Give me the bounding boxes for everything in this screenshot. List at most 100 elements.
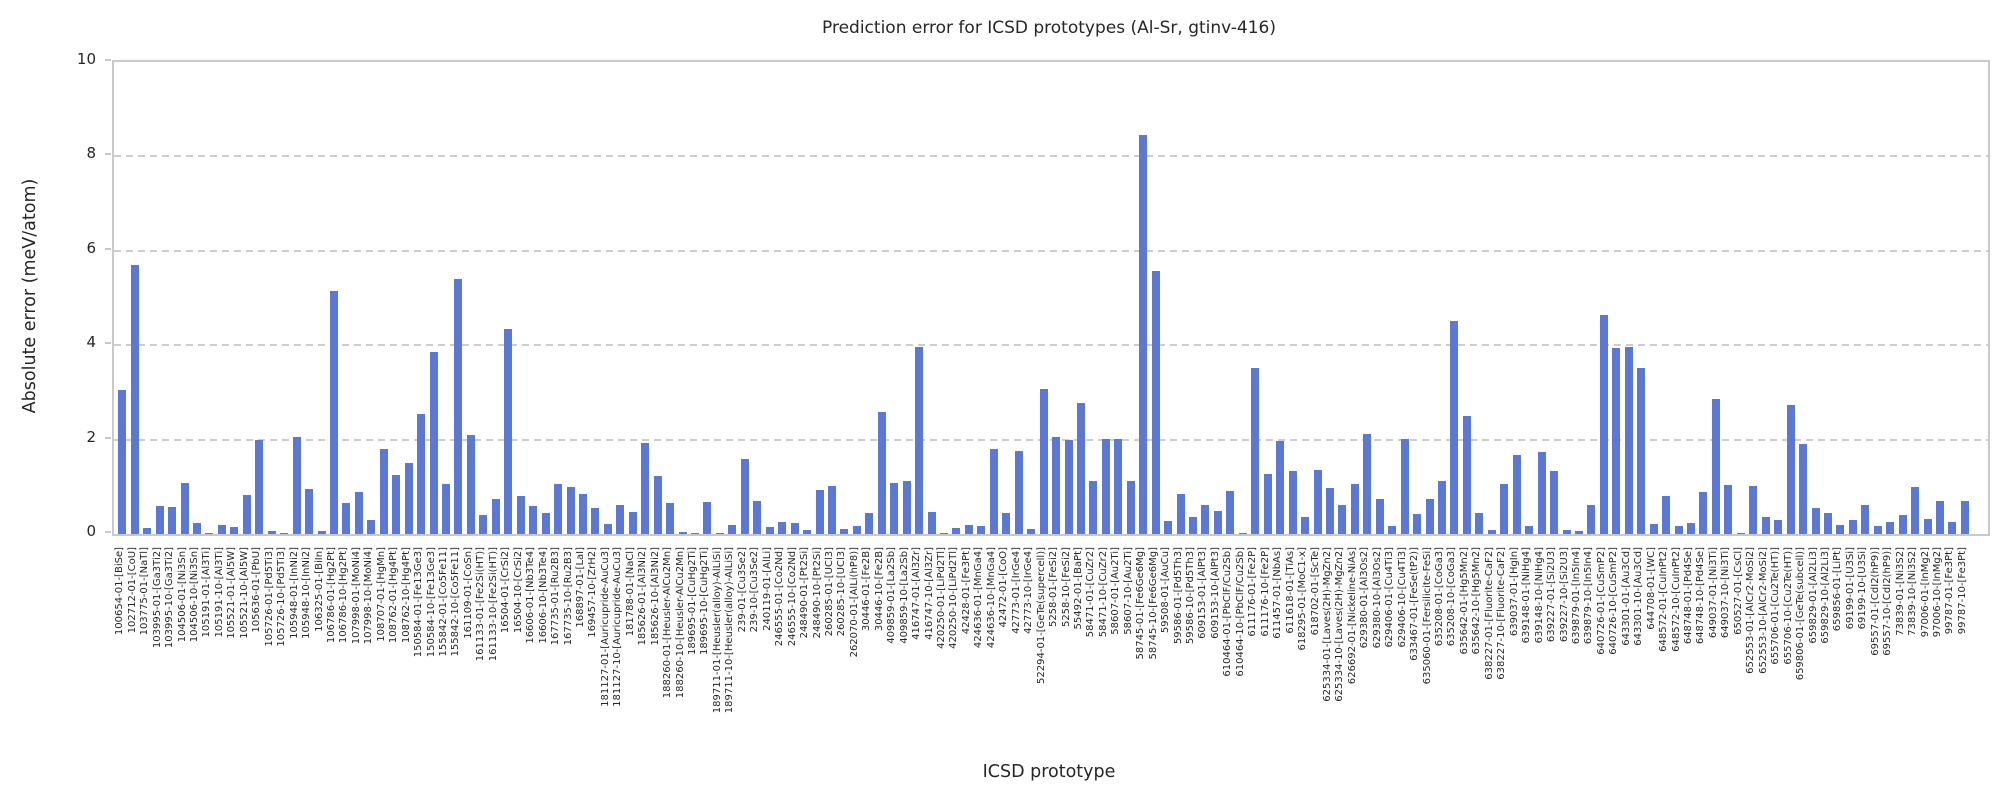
- bar: [541, 513, 550, 534]
- y-tick-mark: [105, 531, 111, 533]
- bar: [193, 523, 201, 534]
- bar: [1101, 439, 1110, 534]
- bar: [1027, 529, 1036, 534]
- x-tick-label: 409859-10-[La2Sb]: [898, 547, 910, 644]
- x-tick-label: 161109-01-[CoSn]: [462, 547, 474, 639]
- bar: [454, 279, 463, 534]
- x-tick-label: 239-10-[Cu3Se2]: [749, 547, 761, 633]
- x-tick-label: 188260-10-[Heusler-AlCu2Mn]: [674, 547, 686, 699]
- bar: [1487, 530, 1496, 534]
- bar: [1438, 481, 1446, 534]
- bar: [603, 524, 612, 534]
- bar: [1724, 485, 1733, 534]
- x-tick-label: 97006-10-[InMg2]: [1932, 547, 1943, 638]
- bar: [1960, 501, 1969, 534]
- bar: [728, 525, 737, 534]
- y-tick-label: 10: [76, 50, 96, 68]
- bar: [1687, 523, 1695, 534]
- bar: [143, 528, 152, 534]
- x-tick-label: 629380-10-[Al3Os2]: [1371, 547, 1383, 649]
- x-tick-label: 58745-01-[Fe6Ge6Mg]: [1135, 547, 1147, 660]
- x-tick-label: 108762-10-[Hg4Pt]: [400, 547, 412, 644]
- x-tick-label: 69199-01-[U3Si]: [1844, 547, 1856, 630]
- bar: [168, 507, 177, 534]
- x-tick-label: 248490-01-[Pt2Si]: [799, 547, 811, 639]
- x-tick-label: 104506-01-[Ni3Sn]: [176, 547, 188, 643]
- bar: [554, 484, 563, 534]
- gridline-y4: [114, 344, 1988, 347]
- x-tick-label: 169457-10-[ZrH2]: [587, 547, 599, 638]
- x-tick-label: 635208-01-[CoGa3]: [1434, 547, 1445, 647]
- x-tick-label: 102712-01-[CoU]: [126, 547, 138, 634]
- bar: [317, 531, 326, 534]
- x-tick-label: 58471-10-[CuZr2]: [1097, 547, 1109, 638]
- x-tick-label: 648748-10-[Pd4Se]: [1695, 547, 1707, 645]
- bar: [1624, 347, 1633, 534]
- bar: [1848, 520, 1857, 534]
- y-axis-label: Absolute error (meV/atom): [20, 178, 40, 414]
- bar: [1774, 520, 1783, 534]
- x-tick-label: 150584-01-[Fe13Ge3]: [413, 547, 425, 658]
- x-tick-label: 659856-01-[LiPt]: [1832, 547, 1844, 632]
- x-tick-label: 648572-10-[CuInPt2]: [1670, 547, 1682, 652]
- x-tick-label: 639227-01-[Si2U3]: [1546, 547, 1558, 643]
- bar: [740, 459, 749, 534]
- bar: [753, 501, 762, 534]
- x-tick-label: 155842-01-[Co5Fe11]: [438, 547, 449, 657]
- x-tick-label: 610464-10-[PbClF/Cu2Sb]: [1234, 547, 1246, 677]
- bar: [255, 440, 264, 534]
- bar: [1014, 451, 1023, 534]
- x-tick-label: 167735-10-[Ru2B3]: [562, 547, 574, 646]
- bar: [989, 449, 998, 534]
- bar: [1462, 416, 1471, 534]
- bar: [1475, 513, 1484, 534]
- x-tick-label: 639227-10-[Si2U3]: [1558, 547, 1570, 643]
- x-tick-label: 55492-01-[BaPt]: [1072, 547, 1084, 630]
- bar: [180, 483, 189, 534]
- x-tick-label: 107998-01-[MoNi4]: [350, 547, 362, 645]
- x-tick-label: 42472-01-[CoO]: [998, 547, 1010, 628]
- bar: [1836, 525, 1845, 534]
- bar: [1413, 514, 1422, 534]
- bar: [466, 435, 475, 534]
- x-tick-label: 409859-01-[La2Sb]: [886, 547, 898, 644]
- bar: [1400, 439, 1409, 534]
- x-tick-label: 189711-10-[Heusler(alloy)-AlLiSi]: [724, 547, 736, 714]
- x-tick-label: 16504-10-[CrSi2]: [512, 547, 524, 634]
- bar: [1039, 389, 1048, 534]
- x-tick-label: 635208-10-[CoGa3]: [1446, 547, 1458, 647]
- bar: [1301, 517, 1310, 534]
- bar: [977, 526, 986, 534]
- x-tick-label: 5258-10-[FeSi2]: [1060, 547, 1072, 628]
- x-tick-label: 643301-01-[Au3Cd]: [1620, 547, 1632, 646]
- bar: [1948, 522, 1957, 534]
- x-tick-label: 16504-01-[CrSi2]: [500, 547, 512, 634]
- x-tick-label: 639879-01-[In5In4]: [1570, 547, 1582, 645]
- bar: [827, 486, 836, 534]
- bar: [155, 506, 164, 534]
- bar: [877, 412, 886, 534]
- x-tick-label: 103995-10-[Ga3Ti2]: [164, 547, 176, 649]
- x-tick-label: 59586-10-[Pd5Th3]: [1185, 547, 1196, 645]
- x-tick-label: 99787-10-[Fe3Pt]: [1956, 547, 1968, 635]
- x-tick-label: 629406-10-[Cu4Ti3]: [1396, 547, 1408, 648]
- x-tick-label: 611176-01-[Fe2P]: [1247, 547, 1259, 637]
- bar: [205, 533, 214, 534]
- gridline-y2: [114, 438, 1988, 441]
- bar: [653, 476, 662, 534]
- bar: [1574, 531, 1583, 534]
- x-tick-label: 260285-10-[UCl3]: [836, 547, 848, 637]
- x-tick-label: 181127-10-[Auricupride-AuCu3]: [612, 547, 624, 707]
- bar: [1350, 484, 1359, 534]
- bar: [1363, 434, 1372, 534]
- bar: [902, 481, 911, 534]
- x-tick-label: 644708-01-[WC]: [1645, 547, 1657, 630]
- bar: [666, 503, 675, 534]
- plot-area: [112, 60, 1990, 536]
- x-tick-label: 161133-10-[Fe2Si(HT)]: [487, 547, 499, 662]
- x-tick-label: 638227-01-[Fluorite-CaF2]: [1483, 547, 1495, 680]
- x-tick-label: 639037-01-[HgIn]: [1508, 547, 1520, 637]
- bar: [852, 526, 861, 534]
- x-tick-label: 105191-01-[Al3Ti]: [201, 547, 213, 638]
- x-tick-label: 106325-01-[BiIn]: [313, 547, 325, 632]
